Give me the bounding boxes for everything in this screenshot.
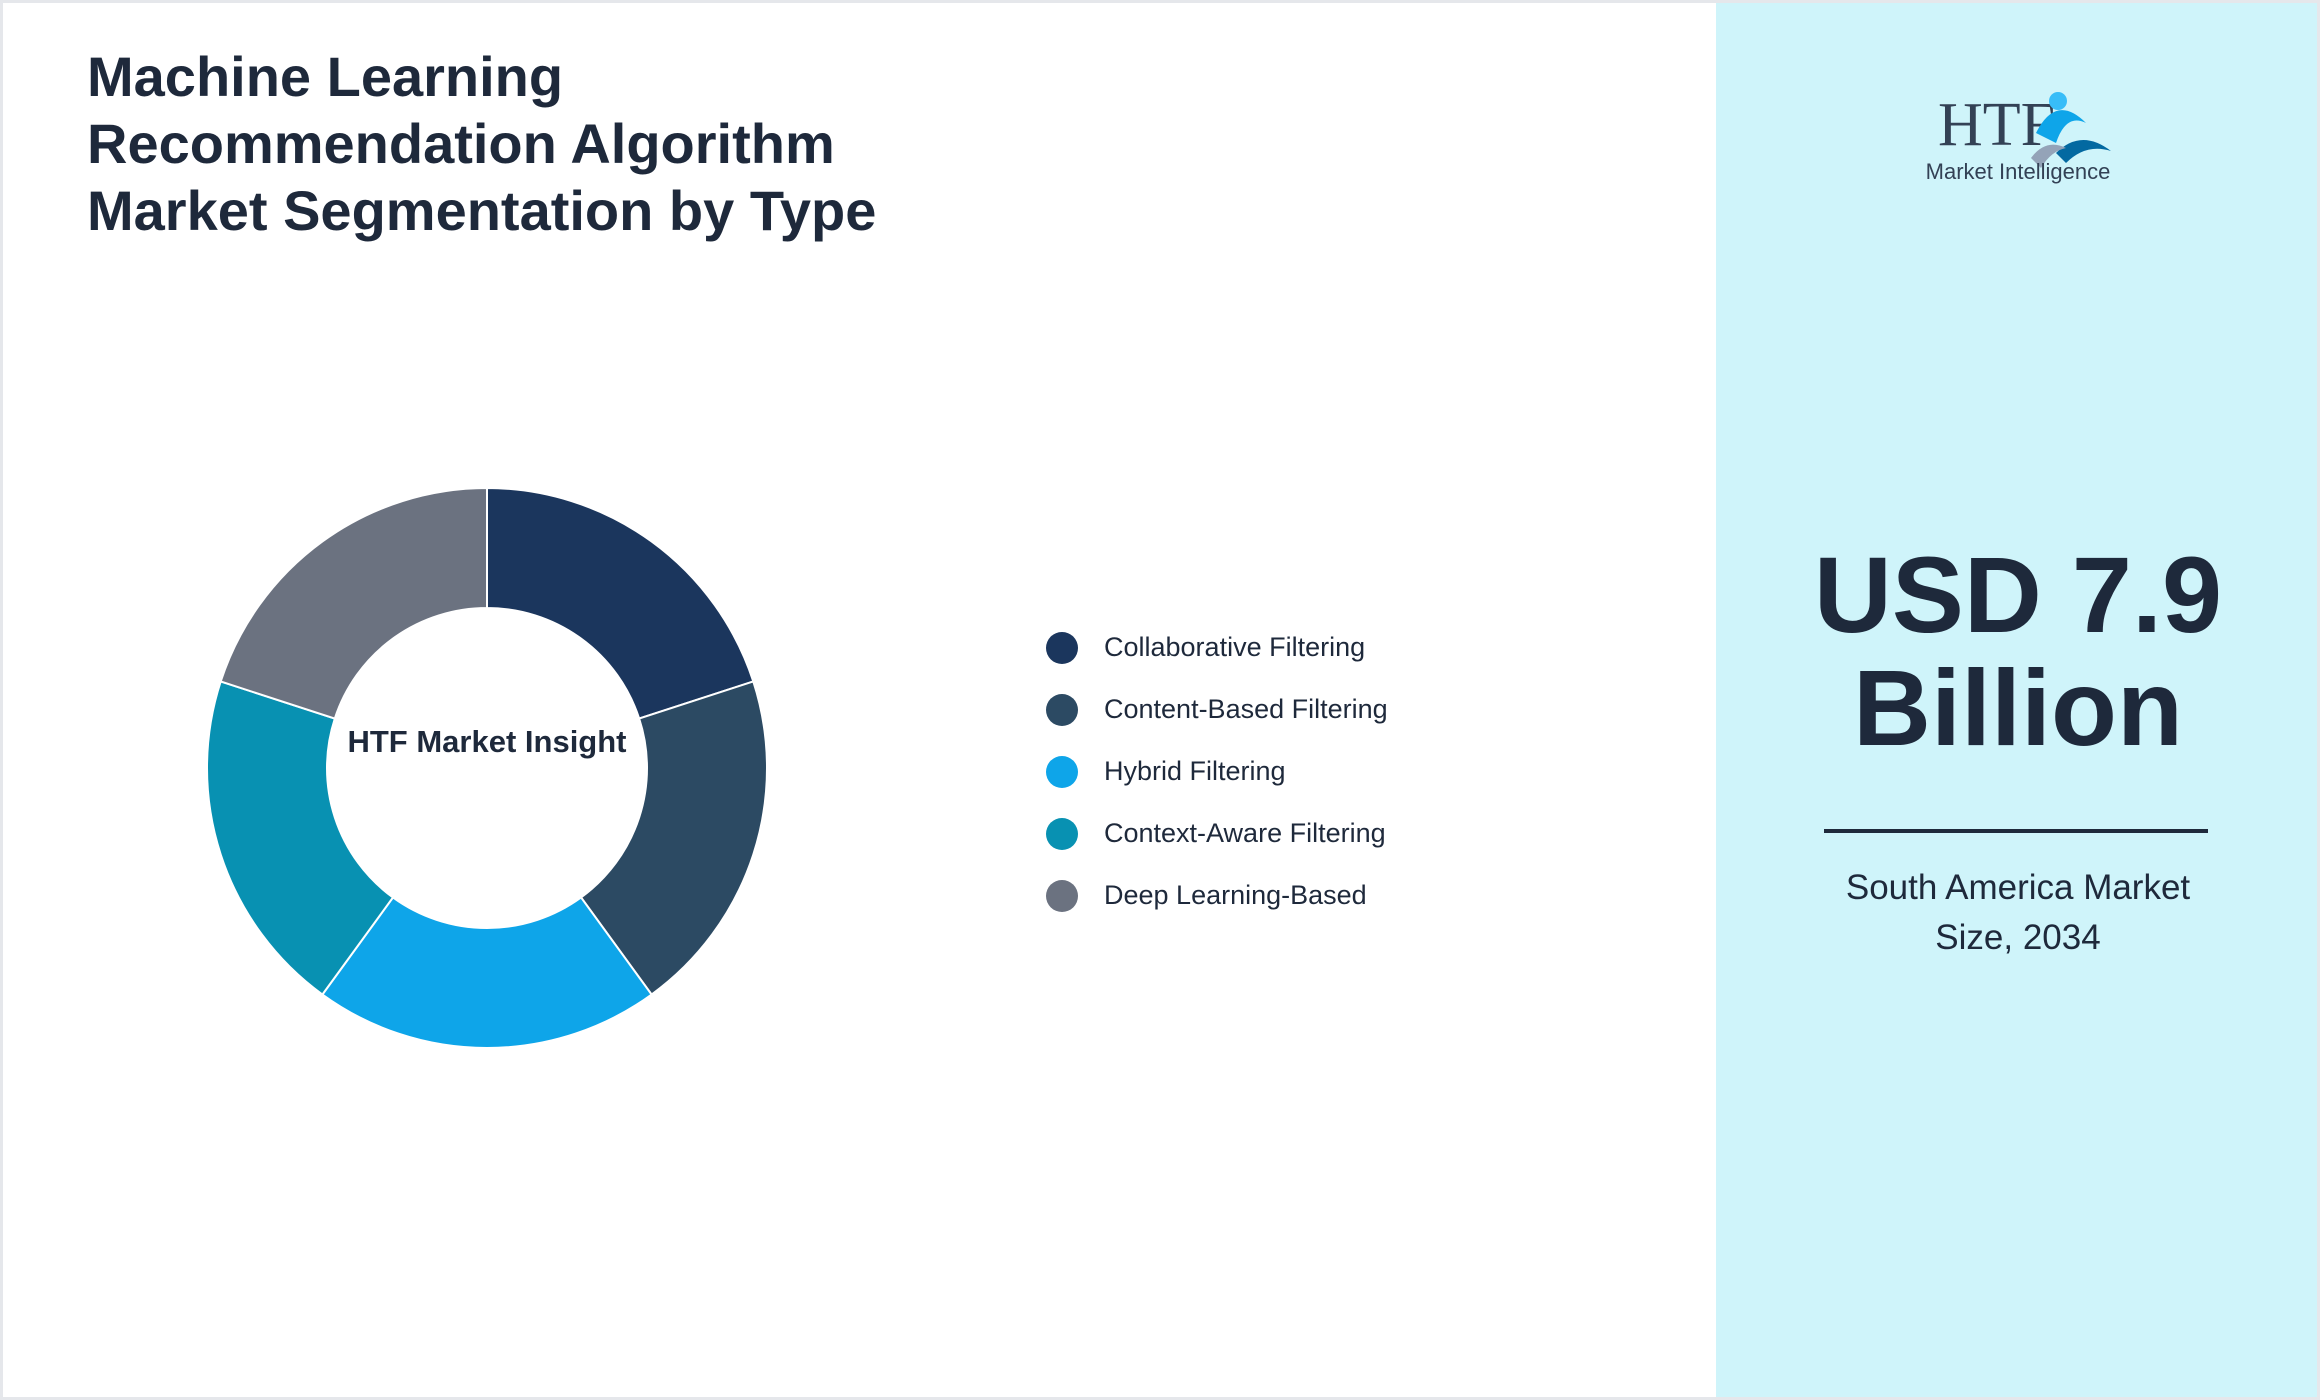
logo-shape — [2031, 144, 2066, 168]
divider — [1824, 829, 2208, 833]
legend-label: Hybrid Filtering — [1104, 756, 1286, 786]
legend-swatch — [1046, 756, 1078, 788]
chart: Collaborative Filtering Content-Based Fil… — [206, 486, 1388, 1050]
legend-swatch — [1046, 694, 1078, 726]
pie-slice — [206, 680, 395, 996]
legend-label: Deep Learning-Based — [1104, 880, 1367, 910]
legend-swatch — [1046, 818, 1078, 850]
pie-slice — [486, 486, 755, 720]
legend-swatch — [1046, 632, 1078, 664]
logo-tagline: Market Intelligence — [1926, 159, 2111, 184]
legend-label: Context-Aware Filtering — [1104, 818, 1386, 848]
caption: South America Market Size, 2034 — [1845, 868, 2191, 957]
logo-shape — [2036, 110, 2086, 143]
pie-slice — [579, 680, 768, 996]
logo-shape — [2049, 92, 2067, 110]
logo-shape — [2056, 139, 2111, 163]
pie-slice — [321, 896, 653, 1050]
headline: USD 7.9 Billion — [1813, 534, 2223, 768]
center-label: HTF Market Insight — [347, 724, 627, 759]
logo: HTF Market Intelligence — [1926, 91, 2111, 184]
side-panel: HTF Market Intelligence USD 7.9 Billion … — [1716, 3, 2317, 1397]
pie-slice — [219, 486, 488, 720]
legend-label: Collaborative Filtering — [1104, 632, 1365, 662]
legend-label: Content-Based Filtering — [1104, 694, 1388, 724]
legend-swatch — [1046, 880, 1078, 912]
logo-name: HTF — [1938, 91, 2055, 159]
chart-title: Machine Learning Recommendation Algorith… — [87, 45, 877, 242]
